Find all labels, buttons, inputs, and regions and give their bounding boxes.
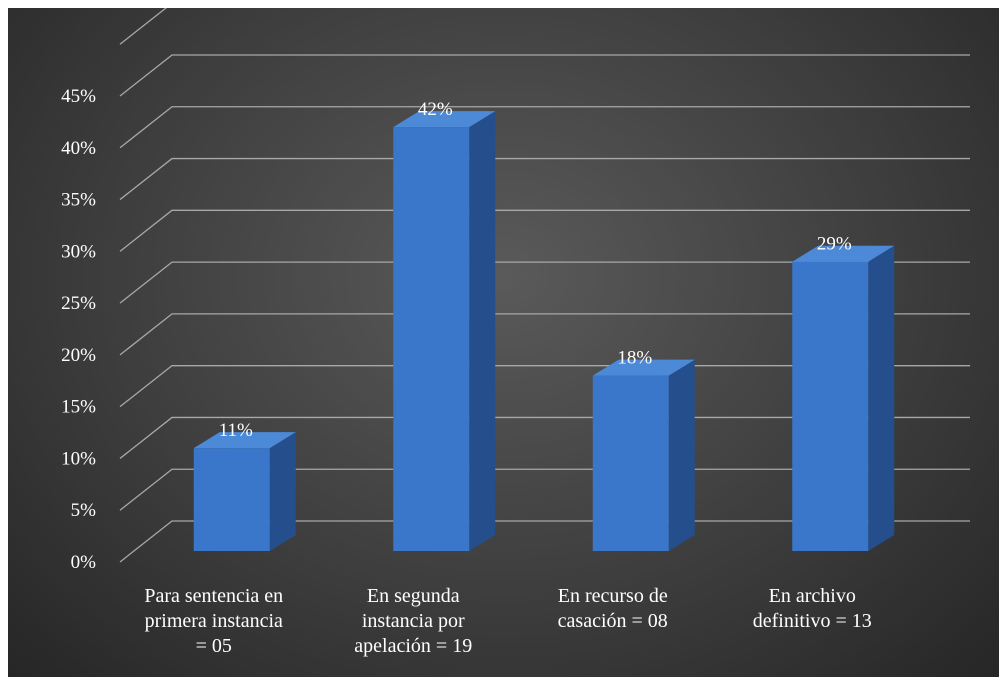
x-category-label: En segunda instancia por apelación = 19 <box>354 585 472 657</box>
gridline <box>119 520 970 563</box>
bar-front <box>792 261 869 551</box>
y-tick-label: 15% <box>61 397 96 418</box>
bar-chart: 0% 5% 10% 15% 20% 25% 30% 35% 40% 45% 11% 42% 18% 29… <box>61 2 970 657</box>
chart-area: 0% 5% 10% 15% 20% 25% 30% 35% 40% 45% 11% 42% 18% 29… <box>8 2 999 677</box>
y-tick-label: 30% <box>61 241 96 262</box>
gridline <box>119 261 970 304</box>
value-labels: 11% 42% 18% 29% <box>219 99 852 441</box>
bar-front <box>592 375 669 551</box>
x-category-line: Para sentencia en <box>144 585 283 607</box>
bar-value-label: 42% <box>418 99 453 120</box>
bar-value-label: 18% <box>617 348 652 369</box>
bar-top <box>393 111 496 128</box>
gridline <box>119 313 970 356</box>
y-tick-label: 45% <box>61 86 96 107</box>
bar-side <box>868 245 895 551</box>
x-category-line: En segunda <box>367 585 460 607</box>
y-axis-ticks: 0% 5% 10% 15% 20% 25% 30% 35% 40% 45% <box>61 86 96 573</box>
x-category-line: instancia por <box>362 610 465 632</box>
x-category-label: En recurso de casación = 08 <box>558 585 668 632</box>
gridline <box>119 2 970 45</box>
y-tick-label: 40% <box>61 138 96 159</box>
gridline <box>119 468 970 511</box>
x-category-line: casación = 08 <box>558 610 668 632</box>
gridline <box>119 157 970 201</box>
x-category-line: En archivo <box>769 585 856 607</box>
x-category-line: primera instancia <box>145 610 283 632</box>
gridline <box>119 54 970 97</box>
x-category-line: apelación = 19 <box>354 635 472 657</box>
bar <box>592 359 695 551</box>
bar-front <box>393 127 470 552</box>
bar <box>193 432 296 551</box>
x-axis-categories: Para sentencia en primera instancia = 05 En… <box>144 585 871 657</box>
gridline <box>119 365 970 408</box>
x-category-line: En recurso de <box>558 585 668 607</box>
y-tick-label: 5% <box>71 500 97 521</box>
y-tick-label: 25% <box>61 293 96 314</box>
bar-top <box>792 245 895 262</box>
x-category-label: En archivo definitivo = 13 <box>753 585 872 632</box>
bar-side <box>469 111 496 552</box>
y-tick-label: 35% <box>61 190 96 211</box>
gridline <box>119 106 970 149</box>
bar <box>792 245 895 551</box>
bar-front <box>193 448 270 551</box>
bar-value-label: 29% <box>817 234 852 255</box>
x-category-line: definitivo = 13 <box>753 610 872 632</box>
gridlines <box>119 2 970 563</box>
x-category-line: = 05 <box>196 635 232 657</box>
gridline <box>119 416 970 459</box>
bar-side <box>269 432 296 551</box>
y-tick-label: 20% <box>61 345 96 366</box>
bar <box>393 111 496 552</box>
x-category-label: Para sentencia en primera instancia = 05 <box>144 585 283 657</box>
y-tick-label: 10% <box>61 448 96 469</box>
bars <box>193 111 895 552</box>
bar-top <box>193 432 296 449</box>
bar-value-label: 11% <box>219 420 253 441</box>
y-tick-label: 0% <box>71 552 97 573</box>
gridline <box>119 209 970 252</box>
bar-side <box>668 359 695 551</box>
bar-top <box>592 359 695 376</box>
